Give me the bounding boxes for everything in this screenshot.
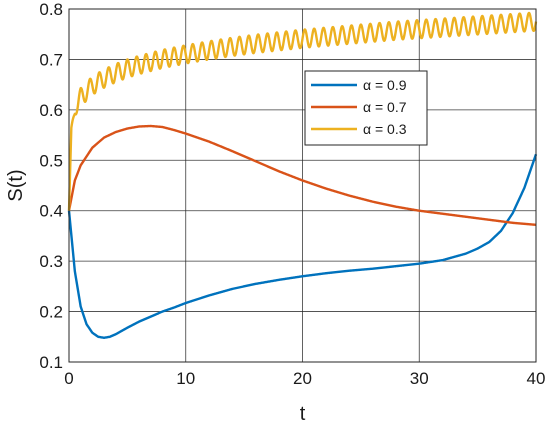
series-line-3 <box>67 11 538 211</box>
y-tick-label: 0.6 <box>39 101 63 120</box>
y-tick-label: 0.7 <box>39 50 63 69</box>
legend: α = 0.9 α = 0.7 α = 0.3 <box>304 70 428 146</box>
x-tick-labels: 0 10 20 30 40 <box>64 369 545 388</box>
y-tick-labels: 0.1 0.2 0.3 0.4 0.5 0.6 0.7 0.8 <box>39 0 63 372</box>
legend-label-3: α = 0.3 <box>363 121 407 137</box>
series-layer <box>67 11 538 339</box>
series-line-2 <box>67 124 537 227</box>
y-tick-label: 0.1 <box>39 353 63 372</box>
y-tick-label: 0.5 <box>39 151 63 170</box>
legend-label-2: α = 0.7 <box>363 99 407 115</box>
y-tick-label: 0.4 <box>39 202 63 221</box>
y-axis-label: S(t) <box>5 169 27 201</box>
x-tick-label: 40 <box>527 369 546 388</box>
x-tick-label: 10 <box>176 369 195 388</box>
x-tick-label: 0 <box>64 369 73 388</box>
series-line-1 <box>67 153 538 339</box>
x-axis-label: t <box>300 403 306 425</box>
plot-frame <box>68 8 537 363</box>
y-tick-label: 0.3 <box>39 252 63 271</box>
y-tick-label: 0.2 <box>39 303 63 322</box>
legend-label-1: α = 0.9 <box>363 77 407 93</box>
y-tick-label: 0.8 <box>39 0 63 19</box>
x-tick-label: 20 <box>293 369 312 388</box>
x-tick-label: 30 <box>410 369 429 388</box>
